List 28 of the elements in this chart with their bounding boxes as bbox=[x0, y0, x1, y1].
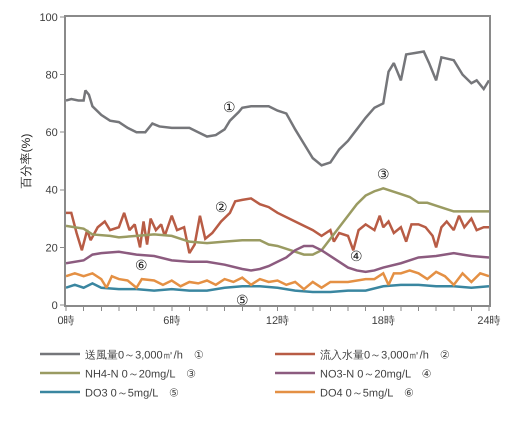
annotation: ① bbox=[223, 99, 236, 115]
legend-label: 流入水量0～3,000㎥/h ② bbox=[320, 348, 450, 362]
legend-label: 送風量0～3,000㎥/h ① bbox=[85, 349, 204, 362]
y-tick-label: 0 bbox=[52, 300, 58, 312]
annotation: ④ bbox=[350, 248, 363, 264]
legend-label: NO3-N 0～20mg/L ④ bbox=[320, 368, 432, 380]
x-tick-label: 12時 bbox=[266, 314, 290, 328]
x-tick-label: 24時 bbox=[477, 314, 501, 328]
line-series bbox=[66, 282, 489, 294]
line-series bbox=[66, 269, 489, 290]
legend-label: DO3 0～5mg/L ⑤ bbox=[85, 387, 179, 400]
line-series bbox=[66, 244, 489, 274]
legend-label: NH4-N 0～20mg/L ③ bbox=[85, 368, 196, 380]
y-tick-label: 40 bbox=[46, 184, 58, 197]
y-tick-label: 100 bbox=[39, 12, 58, 24]
annotation: ⑥ bbox=[135, 257, 148, 273]
x-tick-label: 6時 bbox=[163, 314, 180, 328]
annotation: ② bbox=[215, 199, 228, 215]
x-tick-label: 18時 bbox=[372, 314, 395, 328]
line-series bbox=[66, 50, 489, 167]
x-tick-label: 0時 bbox=[57, 314, 75, 328]
y-tick-label: 20 bbox=[46, 242, 58, 254]
annotation: ⑤ bbox=[236, 292, 249, 308]
y-axis-title: 百分率(%) bbox=[19, 134, 34, 188]
legend-label: DO4 0～5mg/L ⑥ bbox=[320, 387, 414, 400]
annotation: ③ bbox=[377, 166, 390, 182]
y-tick-label: 60 bbox=[46, 127, 58, 140]
y-tick-label: 80 bbox=[46, 69, 58, 82]
